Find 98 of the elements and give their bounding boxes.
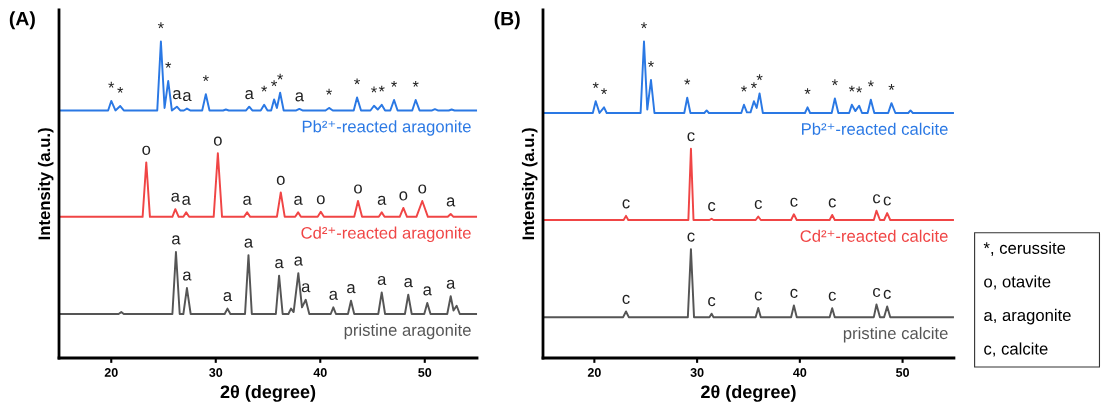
x-tick-label: 50 (418, 368, 432, 377)
x-axis-title: 2θ (degree) (220, 384, 316, 402)
annotation: a (294, 256, 303, 266)
annotation: a (172, 235, 181, 245)
annotation: a (244, 238, 254, 248)
annotation: * (117, 86, 124, 93)
annotation: * (108, 81, 115, 88)
annotation: o (418, 184, 427, 194)
annotation: a (183, 271, 192, 281)
annotation: * (277, 73, 284, 80)
annotation: * (165, 61, 172, 68)
annotation: a (329, 290, 338, 300)
series-label: pristine aragonite (344, 323, 471, 340)
annotation: c (873, 287, 881, 298)
annotation: o (354, 184, 362, 194)
series-label: Pb²⁺-reacted aragonite (302, 120, 471, 136)
series-label: Cd²⁺-reacted calcite (800, 229, 948, 242)
annotation: * (354, 78, 361, 85)
x-tick-label: 30 (690, 368, 704, 377)
x-tick-label: 30 (209, 368, 223, 377)
annotation: * (202, 75, 209, 82)
x-tick-label: 20 (587, 368, 601, 377)
annotation: c (790, 288, 798, 298)
annotation: c (708, 297, 716, 307)
annotation: o (399, 191, 408, 201)
annotation: * (684, 78, 691, 85)
annotation: * (326, 88, 333, 95)
annotation: a (446, 279, 456, 289)
annotation: * (867, 80, 874, 87)
x-tick-label: 40 (793, 368, 807, 377)
x-tick-label: 50 (896, 368, 910, 377)
chart-title: (A) (9, 11, 35, 30)
annotation: * (371, 86, 377, 93)
annotation: c (754, 291, 762, 301)
annotation: c (883, 289, 891, 299)
annotation: a (172, 90, 182, 100)
annotation: c (790, 197, 798, 207)
annotation: * (804, 88, 811, 95)
annotation: a (223, 292, 233, 302)
annotation: * (641, 22, 647, 29)
annotation: c (828, 291, 836, 301)
annotation: * (157, 22, 164, 29)
annotation: * (740, 85, 747, 92)
annotation: c (708, 202, 716, 212)
annotation: a (182, 195, 191, 205)
annotation: a (295, 92, 304, 102)
annotation: * (756, 74, 763, 81)
annotation: * (648, 60, 654, 67)
series-label: Cd²⁺-reacted aragonite (301, 226, 471, 243)
annotation: a (423, 286, 432, 296)
annotation: * (378, 85, 385, 92)
annotation: a (183, 91, 192, 102)
annotation: * (261, 85, 268, 92)
annotation: o (316, 195, 325, 205)
annotation: a (243, 195, 252, 205)
annotation: * (848, 85, 855, 92)
annotation: c (687, 132, 695, 142)
y-axis-title: Intensity (a.u.) (37, 128, 54, 240)
chart-title: (B) (494, 11, 520, 30)
annotation: a (377, 275, 387, 286)
annotation: * (856, 86, 863, 93)
annotation: c (873, 194, 881, 204)
x-tick-label: 40 (313, 368, 327, 377)
annotation: a (245, 90, 254, 100)
annotation: a (294, 195, 303, 205)
annotation: c (828, 198, 836, 208)
annotation: a (275, 259, 284, 269)
text: *, cerussite (983, 241, 1066, 256)
text: a, aragonite (984, 308, 1071, 325)
annotation: * (271, 80, 278, 87)
series-label: Pb²⁺-reacted calcite (802, 122, 948, 135)
x-axis-title: 2θ (degree) (701, 384, 796, 402)
text: c, calcite (984, 342, 1048, 357)
annotation: a (171, 192, 180, 202)
annotation: * (601, 88, 608, 95)
annotation: a (377, 195, 387, 205)
annotation: o (142, 145, 151, 155)
annotation: * (412, 80, 419, 87)
annotation: c (687, 232, 695, 242)
text: o, otavite (984, 275, 1051, 290)
x-tick-label: 20 (104, 368, 118, 377)
annotation: c (754, 199, 762, 210)
annotation: a (347, 284, 356, 294)
annotation: a (404, 278, 413, 288)
annotation: a (301, 283, 311, 293)
annotation: * (888, 84, 895, 90)
annotation: c (622, 294, 630, 304)
annotation: c (622, 199, 630, 209)
annotation: o (276, 175, 285, 185)
series-label: pristine calcite (843, 326, 948, 343)
y-axis-title: Intensity (a.u.) (521, 128, 538, 240)
annotation: o (213, 136, 222, 146)
annotation: * (592, 82, 599, 89)
annotation: * (831, 79, 838, 86)
annotation: a (446, 197, 456, 207)
annotation: c (883, 196, 891, 206)
annotation: * (391, 80, 398, 87)
annotation: * (750, 82, 757, 89)
